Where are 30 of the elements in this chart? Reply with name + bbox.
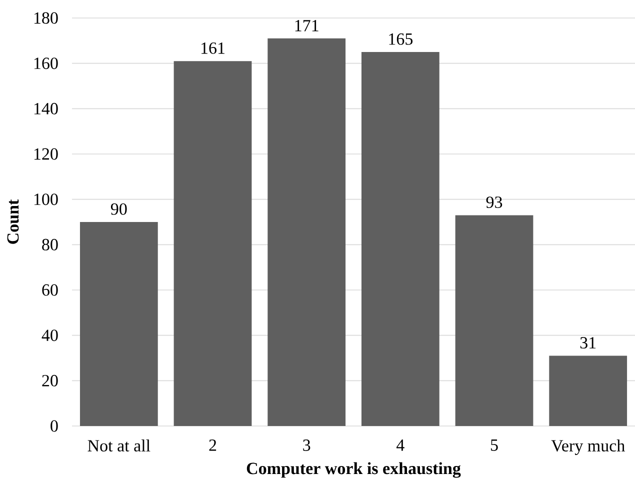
- data-label: 31: [580, 337, 596, 349]
- bar: [174, 61, 252, 426]
- bar: [549, 356, 628, 426]
- y-tick-label: 40: [42, 330, 58, 342]
- x-tick-label: 2: [209, 440, 216, 451]
- y-tick-label: 120: [34, 148, 58, 160]
- x-tick-label: 3: [303, 440, 310, 451]
- y-tick-label: 60: [42, 284, 58, 296]
- y-tick-label: 100: [34, 194, 58, 206]
- x-tick-label: 5: [490, 440, 498, 451]
- y-tick-label: 20: [42, 374, 58, 386]
- x-tick-label: 4: [396, 440, 404, 451]
- y-tick-label: 0: [50, 420, 58, 432]
- data-label: 161: [201, 42, 224, 54]
- x-tick-label: Not at all: [88, 440, 150, 452]
- bar: [80, 222, 158, 426]
- y-tick-label: 80: [42, 238, 58, 250]
- x-axis-title: Computer work is exhausting: [246, 462, 461, 478]
- bar: [361, 52, 440, 426]
- y-tick-label: 140: [34, 102, 58, 114]
- data-label: 171: [295, 20, 318, 32]
- data-label: 93: [486, 196, 502, 208]
- bar: [455, 215, 534, 426]
- y-tick-label: 160: [34, 58, 58, 70]
- x-tick-label: Very much: [551, 440, 625, 455]
- bar: [268, 38, 346, 426]
- data-label: 165: [389, 33, 413, 45]
- y-axis-title: Count: [7, 199, 19, 244]
- y-tick-label: 180: [34, 12, 58, 24]
- data-label: 90: [110, 203, 127, 215]
